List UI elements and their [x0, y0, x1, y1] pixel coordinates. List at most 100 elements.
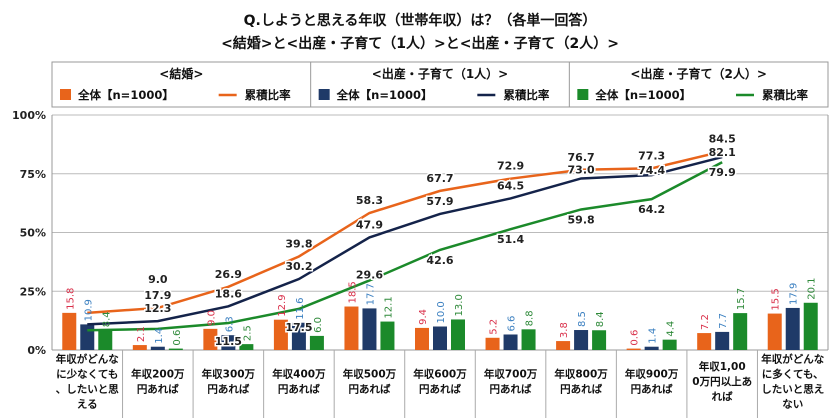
- legend-group-title: <結婚>: [159, 66, 203, 81]
- bar: [80, 324, 95, 350]
- bar: [803, 302, 818, 350]
- cumulative-data-label: 74.4: [638, 164, 665, 177]
- legend-line-label: 累積比率: [503, 88, 549, 102]
- bar: [239, 344, 254, 350]
- legend-bar-swatch: [60, 89, 71, 100]
- bar-data-label: 0.6: [630, 330, 641, 346]
- legend-bar-label: 全体【n=1000】: [77, 88, 174, 102]
- chart-subtitle: <結婚>と<出産・子育て（1人）>と<出産・子育て（2人）>: [221, 36, 619, 52]
- bar: [291, 322, 306, 350]
- bar-data-label: 6.0: [313, 317, 324, 333]
- bar: [574, 330, 589, 350]
- bar-data-label: 2.1: [136, 326, 147, 342]
- bar-data-label: 12.9: [277, 294, 288, 316]
- bar-data-label: 9.4: [418, 309, 429, 325]
- bar: [626, 348, 641, 350]
- x-tick-label: 年収200万円あれば: [131, 368, 185, 396]
- bar-data-label: 15.7: [736, 288, 747, 310]
- cumulative-data-label: 30.2: [285, 260, 312, 273]
- bar-data-label: 20.1: [807, 277, 818, 299]
- bar-data-label: 0.6: [172, 330, 183, 346]
- bar: [485, 337, 500, 350]
- bar: [380, 321, 395, 350]
- cumulative-data-label: 11.5: [215, 335, 242, 348]
- x-tick-label: 年収がどんなに少なくても、したいと思える: [56, 353, 119, 411]
- cumulative-data-label: 47.9: [356, 218, 383, 231]
- legend-group-title: <出産・子育て（2人）>: [630, 66, 766, 81]
- legend-bar-swatch: [577, 89, 589, 100]
- cumulative-data-label: 58.3: [356, 194, 383, 207]
- bar: [415, 327, 429, 350]
- bar: [62, 312, 77, 350]
- cumulative-data-label: 12.3: [144, 302, 171, 315]
- y-tick-label: 0%: [27, 344, 46, 357]
- bar: [733, 313, 748, 350]
- bar-data-label: 6.6: [507, 316, 518, 332]
- bar-data-label: 8.4: [101, 311, 112, 327]
- cumulative-data-label: 64.2: [638, 203, 665, 216]
- bar-data-label: 5.2: [489, 319, 500, 335]
- cumulative-data-label: 77.3: [638, 149, 665, 162]
- bar-data-label: 9.0: [206, 310, 217, 326]
- cumulative-data-label: 59.8: [568, 213, 595, 226]
- bar-data-label: 15.5: [771, 288, 782, 310]
- cumulative-data-label: 17.5: [285, 321, 312, 334]
- bar: [168, 348, 183, 350]
- cumulative-data-label: 42.6: [426, 254, 453, 267]
- bar: [503, 334, 518, 350]
- x-tick-label: 年収600万円あれば: [413, 368, 467, 396]
- bar-data-label: 3.8: [559, 322, 570, 338]
- cumulative-data-label: 67.7: [426, 172, 453, 185]
- y-tick-label: 25%: [20, 285, 46, 298]
- bar-data-label: 8.4: [595, 311, 606, 327]
- bar: [273, 319, 288, 350]
- cumulative-data-label: 72.9: [497, 160, 524, 173]
- bar: [521, 329, 536, 350]
- bar: [150, 346, 165, 350]
- cumulative-line: [87, 155, 723, 326]
- cumulative-data-label: 18.6: [215, 287, 242, 300]
- x-tick-label: 年収がどんなに多くても、したいと思えない: [761, 353, 824, 411]
- x-tick-label: 年収1,00 0万円以上あれば: [692, 360, 752, 403]
- bar: [309, 335, 324, 350]
- x-tick-label: 年収700万円あれば: [484, 368, 538, 396]
- bar: [98, 330, 113, 350]
- bar-data-label: 12.1: [383, 296, 394, 318]
- bar: [592, 330, 607, 350]
- cumulative-data-label: 79.9: [709, 166, 736, 179]
- bar: [767, 313, 782, 350]
- cumulative-data-label: 64.5: [497, 179, 524, 192]
- bar: [203, 328, 218, 350]
- cumulative-data-label: 84.5: [709, 132, 736, 145]
- legend-box: [51, 61, 829, 108]
- bar-data-label: 10.9: [83, 299, 94, 321]
- bar-data-label: 1.4: [648, 328, 659, 344]
- bar-data-label: 7.2: [700, 314, 711, 330]
- cumulative-data-label: 29.6: [356, 268, 383, 281]
- x-tick-label: 年収900万円あれば: [625, 368, 679, 396]
- bar-data-label: 17.9: [789, 283, 800, 305]
- x-tick-label: 年収300万円あれば: [202, 368, 256, 396]
- bar: [785, 307, 800, 350]
- cumulative-data-label: 39.8: [285, 237, 312, 250]
- x-tick-label: 年収800万円あれば: [554, 368, 608, 396]
- cumulative-data-label: 57.9: [426, 195, 453, 208]
- bar: [344, 306, 359, 350]
- bar: [433, 326, 447, 350]
- cumulative-data-label: 76.7: [568, 151, 595, 164]
- bar-data-label: 13.0: [454, 294, 465, 316]
- bar: [556, 341, 571, 350]
- cumulative-data-label: 51.4: [497, 233, 524, 246]
- cumulative-data-label: 9.0: [148, 273, 168, 286]
- bar-data-label: 18.5: [347, 281, 358, 303]
- bar-data-label: 15.8: [65, 288, 76, 310]
- bar-data-label: 7.7: [718, 313, 729, 329]
- bar: [221, 335, 236, 350]
- legend-bar-label: 全体【n=1000】: [594, 88, 691, 102]
- bar-data-label: 8.8: [525, 310, 536, 326]
- cumulative-data-label: 73.0: [568, 163, 595, 176]
- bar-data-label: 1.4: [154, 328, 165, 344]
- bar: [715, 331, 730, 350]
